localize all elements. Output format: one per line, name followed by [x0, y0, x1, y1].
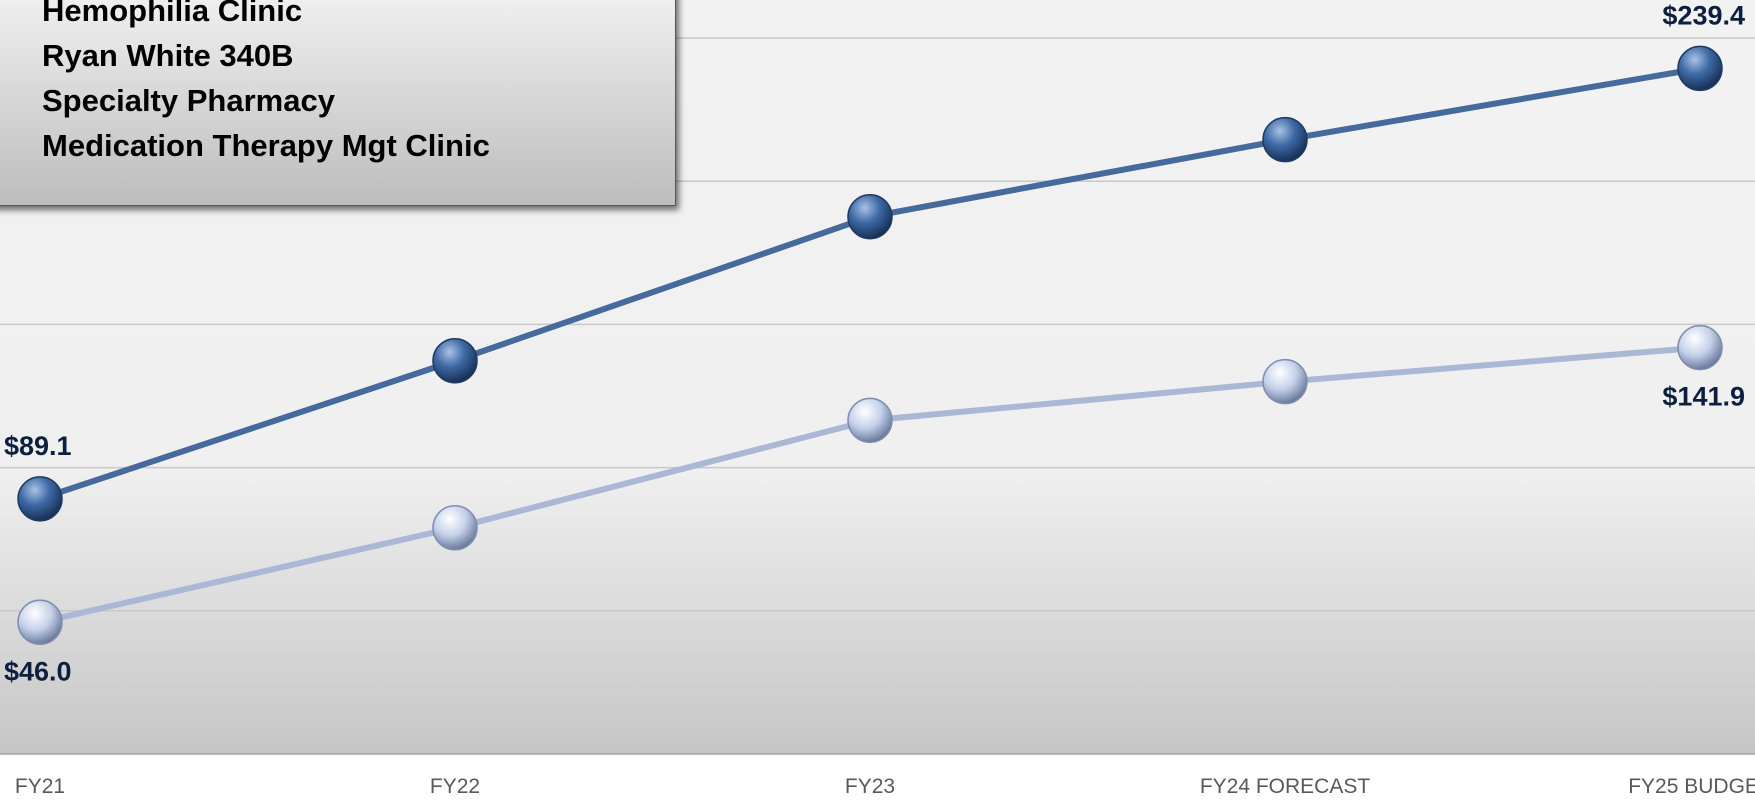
- label-layer: $89.1 $239.4 $46.0 $141.9: [4, 0, 1745, 686]
- x-tick-label: FY23: [845, 775, 895, 798]
- legend-item: Specialty Pharmacy: [42, 83, 335, 118]
- data-point: [432, 504, 478, 551]
- x-axis: FY21 FY22 FY23 FY24 FORECAST FY25 BUDGET: [15, 775, 1755, 798]
- axis-area-background: [0, 754, 1755, 800]
- series-layer: [17, 45, 1723, 646]
- x-tick-label: FY25 BUDGET: [1628, 775, 1755, 798]
- data-point: [847, 397, 893, 444]
- x-tick-label: FY21: [15, 775, 65, 798]
- data-point: [847, 193, 893, 240]
- legend-item: Medication Therapy Mgt Clinic: [42, 128, 490, 163]
- data-label: $239.4: [1662, 0, 1745, 30]
- data-point: [17, 599, 63, 646]
- data-label: $141.9: [1662, 382, 1745, 412]
- legend-item: Hemophilia Clinic: [42, 0, 303, 28]
- data-point: [1677, 324, 1723, 371]
- data-label: $46.0: [4, 656, 72, 686]
- x-tick-label: FY24 FORECAST: [1200, 775, 1371, 798]
- data-point: [1262, 116, 1308, 163]
- data-point: [17, 476, 63, 522]
- data-point: [1677, 45, 1723, 92]
- legend-item: Ryan White 340B: [42, 38, 294, 73]
- legend-box: Hemophilia Clinic Ryan White 340B Specia…: [0, 0, 676, 206]
- data-point: [432, 338, 478, 384]
- legend-list: Hemophilia Clinic Ryan White 340B Specia…: [42, 0, 490, 168]
- data-point: [1262, 358, 1308, 405]
- x-tick-label: FY22: [430, 775, 480, 798]
- data-label: $89.1: [4, 431, 72, 461]
